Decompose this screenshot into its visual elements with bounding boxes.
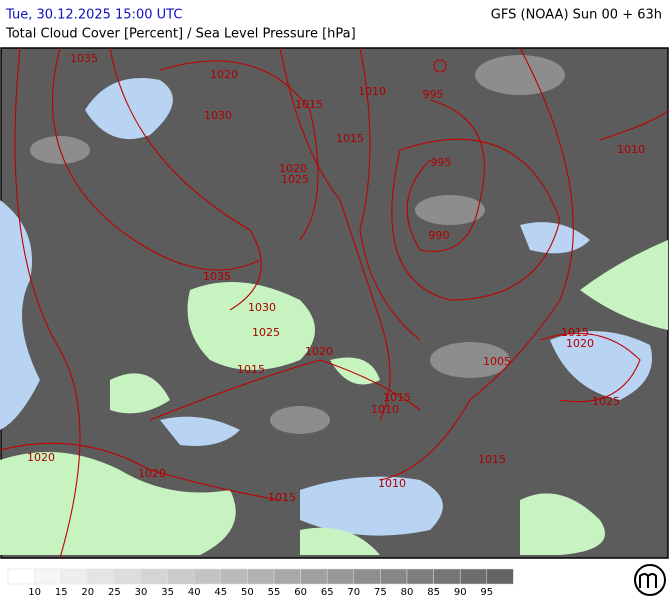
legend: 10 15 20 25 30 35 40 45 50 55 60 65 70 75 80 85 90 95	[7, 568, 514, 598]
isobar-label: 1020	[210, 68, 238, 81]
legend-swatch	[353, 568, 381, 585]
legend-label: 80	[401, 587, 414, 598]
isobar-label: 1020	[279, 162, 307, 175]
legend-swatch	[459, 568, 488, 585]
isobar-label: 990	[429, 229, 450, 242]
isobar-label: 1035	[203, 270, 231, 283]
legend-label: 55	[268, 587, 281, 598]
legend-swatch	[273, 568, 301, 585]
legend-label: 10	[28, 587, 41, 598]
legend-swatch	[220, 568, 248, 585]
legend-swatch	[326, 568, 355, 585]
run-time: Tue, 30.12.2025 15:00 UTC	[5, 8, 182, 23]
legend-label: 60	[294, 587, 307, 598]
legend-label: 95	[480, 587, 493, 598]
clouds-light	[30, 55, 565, 434]
legend-swatch	[406, 568, 434, 585]
isobar-label: 1020	[27, 451, 55, 464]
isobar-label: 1015	[561, 326, 589, 339]
legend-swatch	[380, 568, 408, 585]
isobar-label: 1010	[617, 143, 645, 156]
legend-label: 65	[321, 587, 334, 598]
legend-label: 25	[108, 587, 121, 598]
isobars	[0, 47, 669, 559]
legend-swatch	[60, 568, 89, 585]
legend-swatch	[167, 568, 195, 585]
legend-label: 35	[161, 587, 174, 598]
legend-swatch	[486, 568, 514, 585]
isobar-label: 995	[431, 156, 452, 169]
legend-label: 90	[454, 587, 467, 598]
isobar-label: 1035	[70, 52, 98, 65]
isobar-label: 1030	[248, 301, 276, 314]
legend-swatch	[247, 568, 275, 585]
legend-label: 15	[55, 587, 68, 598]
legend-swatch	[300, 568, 328, 585]
isobar-label: 1025	[281, 173, 309, 186]
isobar-label: 1030	[204, 109, 232, 122]
isobar-label: 1010	[378, 477, 406, 490]
isobar-label: 1005	[483, 355, 511, 368]
legend-label: 85	[427, 587, 440, 598]
isobar-label: 1010	[371, 403, 399, 416]
legend-swatch	[34, 568, 62, 585]
isobar-label: 1015	[268, 491, 296, 504]
legend-swatch	[87, 568, 115, 585]
legend-swatch	[7, 568, 35, 585]
legend-label: 20	[81, 587, 94, 598]
legend-swatch	[193, 568, 222, 585]
isobar-label: 1020	[138, 467, 166, 480]
map-title: Total Cloud Cover [Percent] / Sea Level …	[5, 27, 356, 42]
legend-swatch	[140, 568, 168, 585]
isobar-label: 1015	[295, 98, 323, 111]
logo	[634, 564, 666, 596]
legend-label: 30	[135, 587, 148, 598]
isobar-label: 1015	[383, 391, 411, 404]
isobar-label: 1020	[305, 345, 333, 358]
legend-label: 70	[347, 587, 360, 598]
model-info: GFS (NOAA) Sun 00 + 63h	[491, 8, 662, 23]
legend-label: 50	[241, 587, 254, 598]
legend-label: 45	[214, 587, 227, 598]
isobar-label: 995	[423, 88, 444, 101]
isobar-label: 1025	[592, 395, 620, 408]
isobar-label: 1010	[358, 85, 386, 98]
isobar-label: 1015	[478, 453, 506, 466]
isobar-label: 1020	[566, 337, 594, 350]
legend-label: 40	[188, 587, 201, 598]
isobar-label: 1015	[237, 363, 265, 376]
legend-swatch	[433, 568, 461, 585]
isobar-label: 1025	[252, 326, 280, 339]
land-clear	[0, 240, 668, 555]
legend-label: 75	[374, 587, 387, 598]
isobar-label: 1015	[336, 132, 364, 145]
legend-swatch	[114, 568, 142, 585]
